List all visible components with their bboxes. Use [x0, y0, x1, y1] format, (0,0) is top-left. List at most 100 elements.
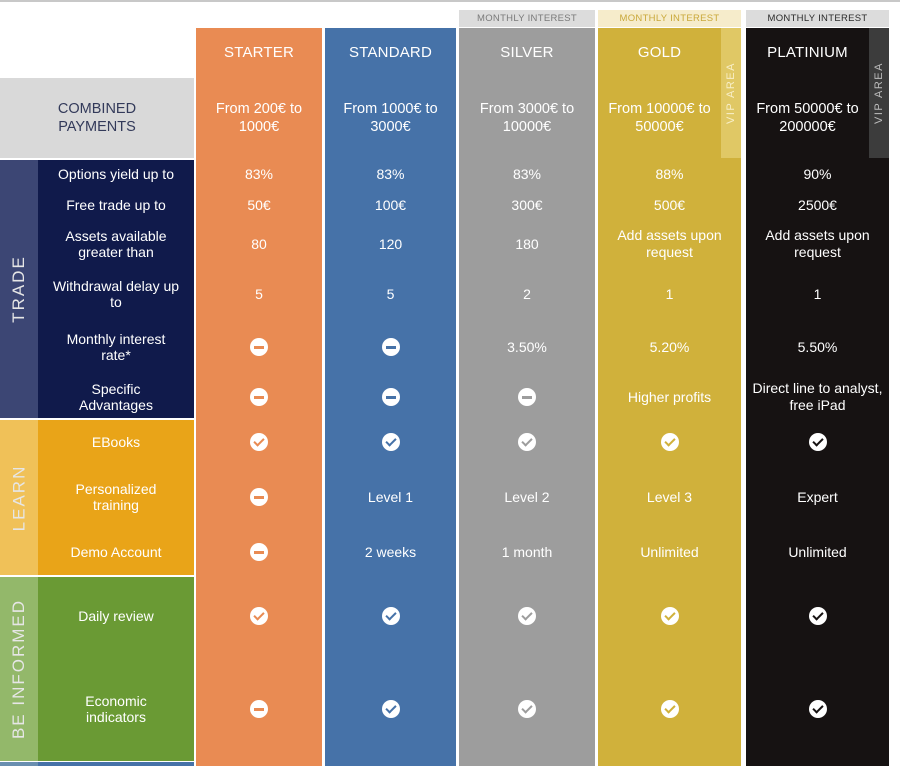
- row-label-withdrawal: Withdrawal delay up to: [52, 278, 180, 310]
- check-icon: [381, 607, 400, 625]
- section-learn-title: LEARN: [9, 464, 28, 531]
- cell-starter-training: [200, 477, 318, 517]
- cell-platinium-yield: 90%: [803, 165, 832, 182]
- inform-labels: Daily review Economic indicators: [38, 577, 194, 761]
- cell-gold-advantages: Higher profits: [627, 388, 712, 405]
- cell-standard-free-trade: 100€: [374, 196, 407, 213]
- check-icon: [808, 607, 827, 625]
- cell-gold-withdrawal: 1: [665, 285, 674, 302]
- cell-gold-ebooks: [602, 427, 737, 457]
- row-label-advantages: Specific Advantages: [79, 381, 153, 413]
- cell-gold-daily-review: [602, 601, 737, 631]
- cell-starter-withdrawal: 5: [255, 285, 263, 302]
- minus-icon: [250, 388, 268, 406]
- cell-platinium-assets: Add assets upon request: [765, 227, 870, 260]
- section-inform-title: BE INFORMED: [9, 598, 28, 740]
- cell-platinium-ebooks: [750, 427, 885, 457]
- cell-platinium-daily-review: [750, 601, 885, 631]
- vip-area-label-platinium: VIP AREA: [873, 62, 885, 124]
- cell-standard-assets: 120: [378, 235, 403, 252]
- cell-starter-advantages: [200, 377, 318, 417]
- plan-name-standard: STANDARD: [349, 43, 432, 61]
- plan-range-gold: From 10000€ to 50000€: [608, 101, 711, 135]
- cell-starter-interest: [200, 327, 318, 367]
- minus-icon: [518, 388, 536, 406]
- check-icon: [518, 433, 536, 451]
- check-icon: [381, 700, 400, 718]
- check-icon: [808, 700, 827, 718]
- check-icon: [808, 433, 827, 451]
- cell-gold-free-trade: 500€: [653, 196, 686, 213]
- monthly-interest-tag-platinium: MONTHLY INTEREST: [746, 10, 889, 27]
- row-label-demo: Demo Account: [70, 544, 162, 560]
- cell-silver-advantages: [463, 377, 591, 417]
- cell-standard-advantages: [329, 377, 452, 417]
- row-label-assets: Assets available greater than: [65, 228, 167, 260]
- cell-platinium-training: Expert: [797, 488, 838, 505]
- cell-gold-indicators: [602, 689, 737, 729]
- vip-area-strip-platinium: VIP AREA: [869, 28, 889, 158]
- cell-standard-training: Level 1: [367, 488, 414, 505]
- minus-icon: [381, 338, 400, 356]
- check-icon: [381, 433, 400, 451]
- next-section-tab: [0, 762, 38, 766]
- cell-standard-demo: 2 weeks: [364, 543, 417, 560]
- cell-gold-assets: Add assets upon request: [617, 227, 722, 260]
- plan-column-platinium: [746, 28, 889, 766]
- monthly-interest-tag-silver: MONTHLY INTEREST: [459, 10, 595, 27]
- combined-payments-header: COMBINED PAYMENTS: [0, 78, 194, 158]
- cell-standard-ebooks: [329, 427, 452, 457]
- cell-silver-indicators: [463, 689, 591, 729]
- row-label-yield: Options yield up to: [58, 166, 174, 182]
- row-label-training: Personalized training: [75, 481, 157, 513]
- section-learn-tab: LEARN: [0, 420, 38, 575]
- cell-starter-free-trade: 50€: [247, 196, 271, 213]
- plan-range-silver: From 3000€ to 10000€: [479, 101, 575, 135]
- cell-standard-withdrawal: 5: [386, 285, 395, 302]
- plan-name-starter: STARTER: [223, 43, 295, 61]
- row-label-daily-review: Daily review: [78, 608, 154, 624]
- cell-silver-demo: 1 month: [501, 543, 553, 560]
- check-icon: [660, 607, 679, 625]
- combined-payments-label: COMBINED PAYMENTS: [57, 101, 137, 135]
- cell-gold-demo: Unlimited: [640, 543, 699, 560]
- row-label-interest: Monthly interest rate*: [66, 331, 166, 363]
- cell-gold-interest: 5.20%: [649, 338, 690, 355]
- check-icon: [518, 607, 536, 625]
- plan-name-platinium: PLATINIUM: [767, 43, 848, 61]
- check-icon: [660, 433, 679, 451]
- vip-area-label-gold: VIP AREA: [725, 62, 737, 124]
- cell-silver-assets: 180: [515, 235, 539, 252]
- minus-icon: [250, 338, 268, 356]
- cell-starter-indicators: [200, 689, 318, 729]
- cell-starter-yield: 83%: [244, 165, 274, 182]
- minus-icon: [250, 543, 268, 561]
- plan-range-platinium: From 50000€ to 200000€: [756, 101, 859, 135]
- cell-silver-yield: 83%: [512, 165, 542, 182]
- section-inform-tab: BE INFORMED: [0, 577, 38, 761]
- cell-silver-free-trade: 300€: [511, 196, 543, 213]
- minus-icon: [250, 700, 268, 718]
- section-trade-title: TRADE: [9, 255, 28, 323]
- cell-platinium-demo: Unlimited: [788, 543, 847, 560]
- check-icon: [250, 607, 268, 625]
- vip-area-strip-gold: VIP AREA: [721, 28, 741, 158]
- cell-standard-interest: [329, 327, 452, 367]
- cell-silver-training: Level 2: [504, 488, 550, 505]
- learn-labels: EBooks Personalized training Demo Accoun…: [38, 420, 194, 575]
- cell-platinium-indicators: [750, 689, 885, 729]
- plan-range-standard: From 1000€ to 3000€: [343, 101, 438, 135]
- cell-silver-withdrawal: 2: [523, 285, 531, 302]
- cell-platinium-interest: 5.50%: [797, 338, 838, 355]
- cell-standard-indicators: [329, 689, 452, 729]
- cell-starter-demo: [200, 537, 318, 567]
- cell-starter-daily-review: [200, 601, 318, 631]
- monthly-interest-tag-gold: MONTHLY INTEREST: [598, 10, 741, 27]
- row-label-ebooks: EBooks: [91, 434, 141, 450]
- section-trade-tab: TRADE: [0, 160, 38, 418]
- row-label-indicators: Economic indicators: [85, 693, 147, 725]
- check-icon: [660, 700, 679, 718]
- cell-silver-daily-review: [463, 601, 591, 631]
- top-divider: [0, 0, 900, 2]
- minus-icon: [250, 488, 268, 506]
